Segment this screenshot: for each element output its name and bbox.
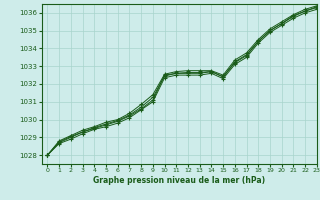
X-axis label: Graphe pression niveau de la mer (hPa): Graphe pression niveau de la mer (hPa) <box>93 176 265 185</box>
